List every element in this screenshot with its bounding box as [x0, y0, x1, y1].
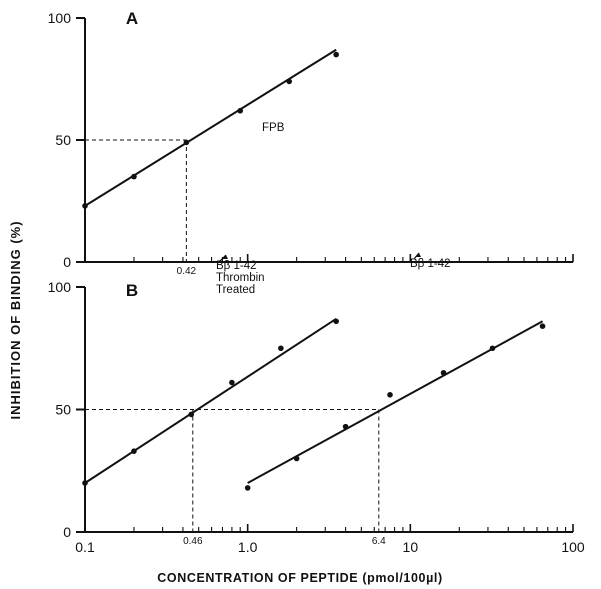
- x-axis-label: CONCENTRATION OF PEPTIDE (pmol/100µl): [157, 571, 442, 585]
- y-tick-label: 100: [48, 279, 72, 295]
- data-point: [286, 78, 292, 85]
- series-label: Treated: [216, 284, 255, 296]
- data-point: [131, 448, 137, 454]
- arrow-head: [415, 253, 421, 257]
- data-point: [333, 51, 339, 58]
- y-tick-label: 0: [63, 524, 71, 540]
- y-axis-label: INHIBITION OF BINDING (%): [8, 220, 23, 419]
- data-point: [183, 139, 190, 146]
- x-tick-label: 10: [403, 539, 419, 555]
- data-point: [440, 369, 447, 376]
- data-point: [342, 423, 349, 430]
- arrow-head: [222, 255, 228, 259]
- series-label: Bβ 1-42: [216, 260, 257, 272]
- data-point: [82, 480, 88, 486]
- y-tick-label: 50: [55, 132, 71, 148]
- panel-a: 0 50 100 0.42 FPB A: [48, 9, 574, 277]
- x-tick-label: 100: [561, 539, 585, 555]
- fit-line: [84, 318, 337, 484]
- reference-x-label: 0.42: [177, 266, 197, 277]
- panel-label: A: [126, 9, 138, 28]
- data-point: [237, 107, 244, 114]
- data-point: [539, 323, 546, 330]
- series-label: FPB: [262, 122, 285, 134]
- x-tick-label: 0.1: [75, 539, 95, 555]
- data-point: [333, 318, 339, 325]
- fit-line: [247, 320, 544, 484]
- y-tick-label: 0: [63, 254, 71, 270]
- series-label: Bβ 1-42: [410, 258, 451, 270]
- data-point: [293, 455, 300, 462]
- data-point: [131, 173, 137, 180]
- data-point: [244, 485, 251, 491]
- panel-label: B: [126, 281, 138, 300]
- reference-x-label: 0.46: [183, 536, 203, 547]
- y-tick-label: 100: [48, 10, 72, 26]
- data-point: [278, 345, 284, 352]
- data-point: [489, 345, 496, 352]
- y-tick-label: 50: [55, 402, 71, 418]
- data-point: [229, 379, 235, 386]
- data-point: [188, 411, 195, 418]
- data-point: [82, 203, 88, 209]
- reference-x-label: 6.4: [372, 536, 386, 547]
- series-label: Thrombin: [216, 272, 265, 284]
- x-tick-label: 1.0: [238, 539, 258, 555]
- fit-line: [84, 48, 337, 207]
- data-point: [387, 392, 393, 398]
